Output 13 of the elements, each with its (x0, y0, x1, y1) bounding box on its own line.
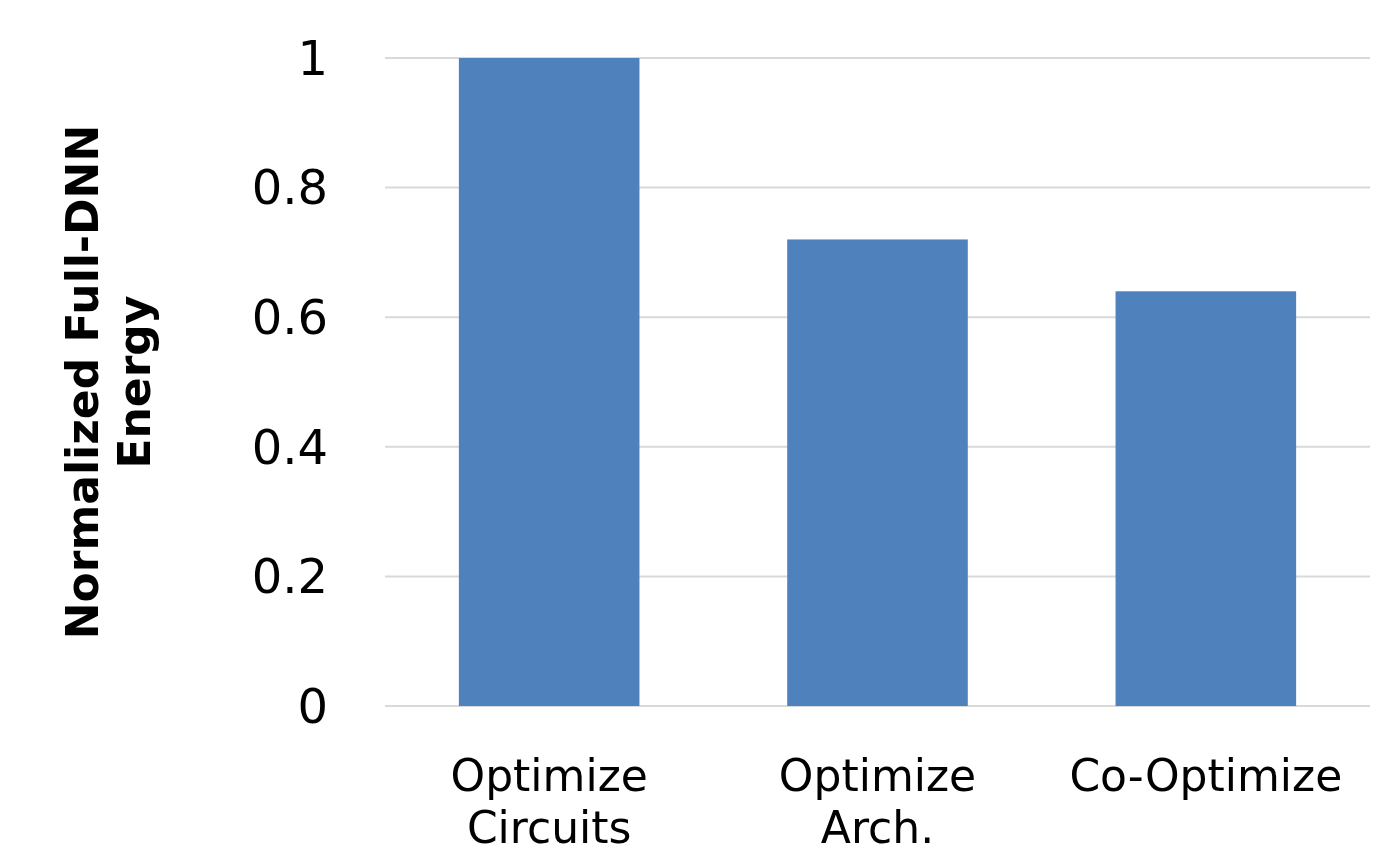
y-tick-label: 1 (297, 29, 328, 86)
y-tick-label: 0 (297, 677, 328, 734)
bar (458, 58, 640, 706)
y-axis-title: Normalized Full-DNN Energy (57, 124, 160, 640)
y-tick-label: 0.2 (251, 548, 328, 605)
y-tick-label: 0.4 (251, 418, 328, 475)
x-tick-label: Co-Optimize (1069, 750, 1343, 801)
x-tick-label: Optimize Arch. (778, 750, 977, 853)
bar (787, 239, 968, 706)
y-tick-label: 0.8 (251, 159, 328, 216)
x-tick-label: Optimize Circuits (450, 750, 648, 853)
bar (1115, 291, 1297, 706)
y-tick-label: 0.6 (251, 289, 328, 345)
